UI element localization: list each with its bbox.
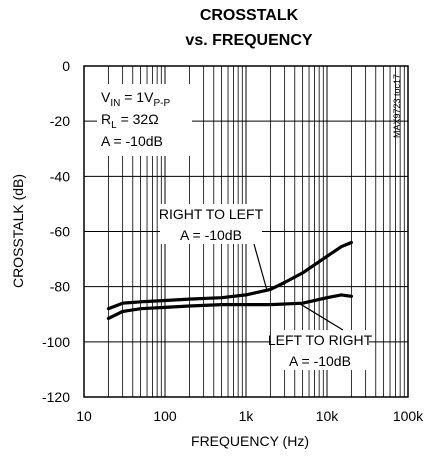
label-left-to-right-background [271,330,369,370]
plot-frame [83,65,409,398]
condition-gain: A = -10dB [101,133,163,149]
label-left-to-right: LEFT TO RIGHT A = -10dB [268,302,373,370]
y-tick-label: -20 [50,113,70,129]
label-right-to-left-line-1: RIGHT TO LEFT [159,206,264,222]
pointer-left-to-right [298,302,344,331]
chart-reference-label: MAX9723 toc17 [392,74,402,138]
label-right-to-left: RIGHT TO LEFT A = -10dB [159,204,268,290]
series-left-to-right [106,293,353,320]
condition-vin: VIN = 1VP-P [101,89,170,109]
y-tick-label: -100 [42,334,70,350]
x-tick-labels: 10 100 1k 10k 100k [76,408,424,424]
test-conditions: VIN = 1VP-P RL = 32Ω A = -10dB [97,84,192,156]
label-left-to-right-line-2: A = -10dB [289,353,351,369]
y-tick-label: -40 [50,168,70,184]
y-tick-label: -60 [50,224,70,240]
x-tick-label: 100 [153,408,177,424]
y-axis-label: CROSSTALK (dB) [10,174,26,288]
series-right-to-left [106,240,353,311]
condition-rl: RL = 32Ω [101,111,159,131]
pointer-right-to-left [253,243,268,290]
test-conditions-background [97,84,192,156]
label-right-to-left-background [160,204,262,244]
x-tick-label: 10 [76,408,92,424]
x-tick-label: 1k [239,408,255,424]
chart-title-line-1: CROSSTALK [200,7,299,24]
y-tick-label: -120 [42,389,70,405]
label-right-to-left-line-2: A = -10dB [180,227,242,243]
x-axis-label: FREQUENCY (Hz) [191,433,309,449]
x-tick-label: 100k [393,408,424,424]
label-left-to-right-line-1: LEFT TO RIGHT [268,332,373,348]
y-tick-labels: 0 -20 -40 -60 -80 -100 -120 [42,58,70,405]
y-tick-label: 0 [62,58,70,74]
y-tick-label: -80 [50,279,70,295]
x-tick-label: 10k [316,408,340,424]
chart-title-line-2: vs. FREQUENCY [185,32,312,49]
